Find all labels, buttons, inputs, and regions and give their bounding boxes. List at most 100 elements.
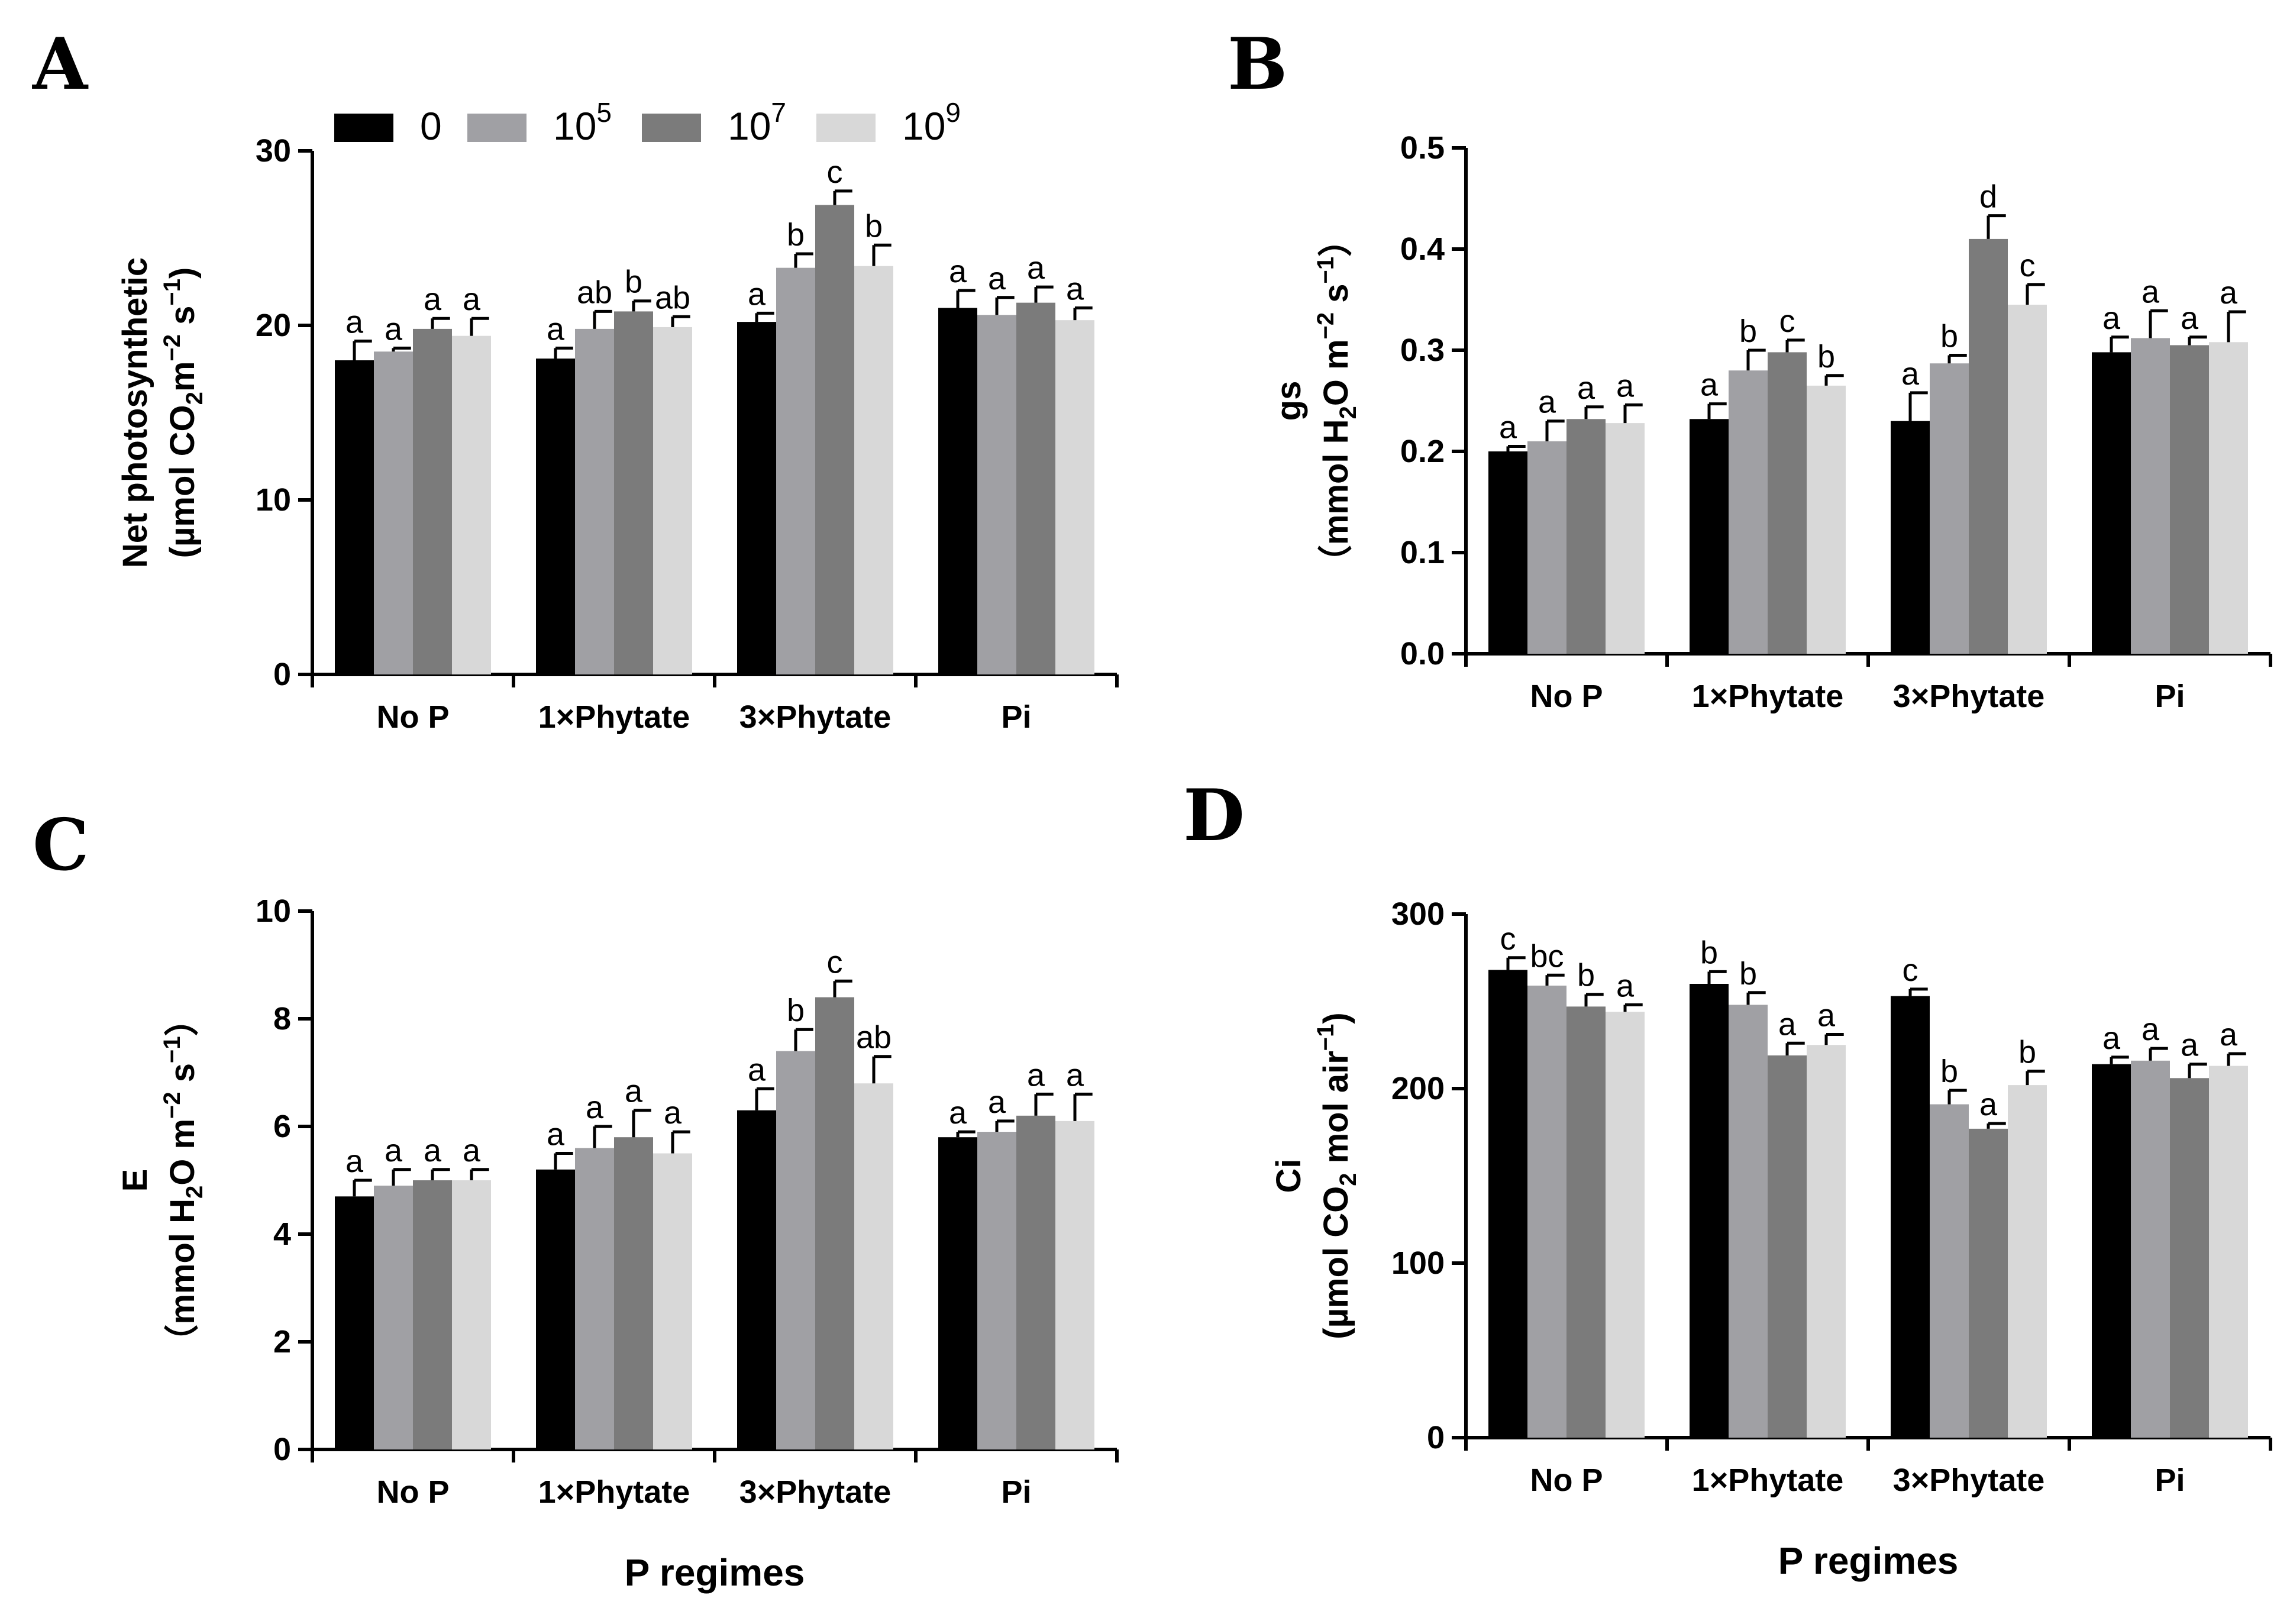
bar [977, 315, 1016, 674]
y-tick-label: 6 [273, 1109, 291, 1144]
y-axis-label: E [116, 1169, 154, 1192]
significance-letter: a [1616, 968, 1635, 1003]
significance-letter: b [2018, 1035, 2036, 1070]
bar [737, 1110, 776, 1449]
significance-letter: a [345, 305, 364, 340]
significance-letter: ab [655, 280, 690, 315]
bar [1016, 302, 1055, 674]
x-category-label: 1×Phytate [538, 699, 690, 735]
bar [1488, 970, 1527, 1438]
x-category-label: 3×Phytate [739, 1474, 892, 1510]
significance-letter: c [827, 944, 843, 980]
y-tick-label: 10 [256, 893, 291, 929]
significance-letter: b [1700, 935, 1718, 970]
x-category-label: 1×Phytate [538, 1474, 690, 1510]
significance-letter: a [2102, 1021, 2121, 1056]
bar [776, 1051, 815, 1449]
significance-letter: a [2102, 301, 2121, 336]
bar [938, 1137, 977, 1449]
bar [335, 360, 374, 674]
significance-letter: ab [577, 275, 612, 310]
panel-b-chart: 0.0 0.1 0.2 0.3 0.4 0.5 No P 1×Phytate 3×Phytate… [1270, 130, 2272, 714]
significance-letter: a [625, 1074, 643, 1109]
significance-letter: a [2181, 301, 2199, 336]
significance-letter: b [1739, 314, 1757, 349]
y-tick-label: 30 [256, 133, 291, 169]
significance-letter: a [2142, 274, 2160, 309]
significance-letter: a [424, 282, 442, 317]
bar [2170, 345, 2209, 654]
bar [1969, 1128, 2008, 1438]
bar [1016, 1115, 1055, 1449]
bar [1729, 370, 1768, 654]
bar [1768, 1055, 1807, 1438]
bar [1055, 1121, 1094, 1449]
bar [2008, 305, 2047, 654]
bar [452, 1180, 491, 1449]
bar [374, 1186, 413, 1449]
y-tick-label: 0 [273, 1432, 291, 1467]
x-category-label: 3×Phytate [1893, 1462, 2045, 1498]
bar [1055, 320, 1094, 674]
significance-letter: ab [856, 1020, 892, 1055]
significance-letter: bc [1530, 938, 1564, 974]
y-tick-label: 300 [1391, 896, 1445, 932]
y-axis-label: Ci [1270, 1159, 1308, 1193]
y-tick-label: 0.5 [1400, 130, 1445, 166]
significance-letter: b [1817, 339, 1835, 374]
bar [575, 1148, 614, 1449]
significance-letter: a [988, 261, 1006, 296]
x-category-label: Pi [2155, 1462, 2185, 1498]
bar [1606, 1012, 1645, 1438]
legend-label: 109 [902, 97, 961, 148]
bar [413, 328, 452, 674]
y-axis-label-units: (µmol CO2m−2 s−1) [159, 267, 208, 558]
panel-letter-c: C [33, 803, 89, 887]
x-category-label: Pi [2155, 679, 2185, 714]
significance-letter: a [748, 276, 766, 312]
bar [815, 205, 854, 674]
x-category-label: No P [1530, 1462, 1603, 1498]
y-tick-label: 4 [273, 1216, 291, 1252]
significance-letter: b [787, 993, 805, 1028]
y-tick-label: 0 [273, 657, 291, 692]
significance-letter: b [625, 264, 642, 300]
y-axis-label-units: （mmol H2O m−2 s−1） [159, 1002, 208, 1358]
y-tick-label: 100 [1391, 1245, 1445, 1281]
significance-letter: a [424, 1133, 442, 1168]
significance-letter: a [1538, 385, 1556, 420]
significance-letter: c [2020, 248, 2036, 283]
significance-letter: b [1739, 956, 1757, 992]
significance-letter: a [547, 311, 565, 347]
significance-letter: c [1903, 953, 1918, 988]
significance-letter: c [827, 154, 843, 190]
bar [1807, 1045, 1846, 1438]
significance-letter: c [1779, 304, 1795, 339]
bar [2092, 1064, 2131, 1438]
y-axis-label: Net photosynthetic [116, 257, 154, 568]
significance-letter: b [1940, 319, 1958, 354]
significance-letter: a [2181, 1028, 2199, 1063]
significance-letter: b [1577, 958, 1595, 993]
significance-letter: c [1500, 921, 1516, 957]
significance-letter: a [385, 311, 403, 347]
bar [737, 322, 776, 674]
significance-letter: a [949, 254, 967, 289]
bar [2131, 338, 2170, 654]
significance-letter: a [664, 1095, 682, 1131]
bar [938, 308, 977, 674]
significance-letter: b [1940, 1054, 1958, 1089]
y-tick-label: 0.3 [1400, 332, 1445, 368]
significance-letter: a [463, 1133, 481, 1168]
y-tick-label: 8 [273, 1001, 291, 1037]
bar [614, 311, 653, 674]
y-tick-label: 0 [1427, 1420, 1445, 1455]
x-category-label: Pi [1001, 1474, 1031, 1510]
significance-letter: a [1616, 368, 1635, 403]
bar [335, 1196, 374, 1449]
y-axis-label-units: （mmol H2O m−2 s−1） [1313, 222, 1361, 579]
bar [1690, 984, 1729, 1438]
legend-label: 105 [553, 97, 612, 148]
